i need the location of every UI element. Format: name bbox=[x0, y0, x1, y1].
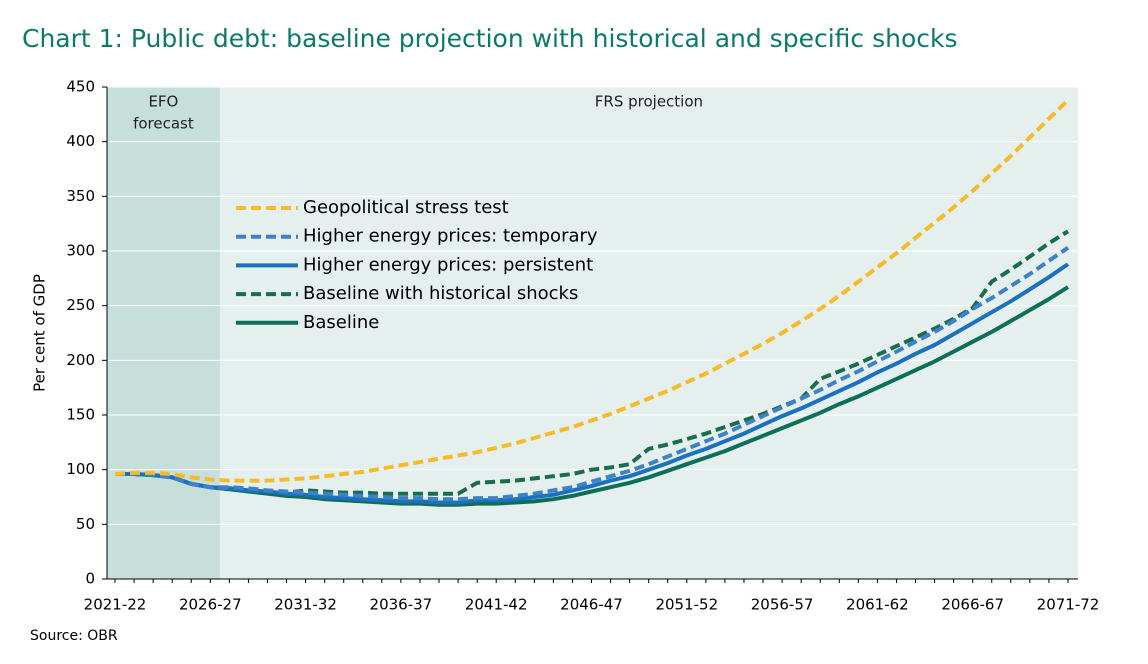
x-tick-label: 2066-67 bbox=[941, 596, 1004, 614]
y-tick-label: 150 bbox=[66, 406, 95, 424]
y-tick-label: 450 bbox=[66, 78, 95, 96]
y-tick-label: 350 bbox=[66, 187, 95, 205]
y-tick-label: 300 bbox=[66, 242, 95, 260]
y-tick-label: 200 bbox=[66, 351, 95, 369]
x-tick-label: 2071-72 bbox=[1037, 596, 1100, 614]
legend-label: Geopolitical stress test bbox=[303, 197, 509, 218]
forecast-shade bbox=[107, 87, 220, 579]
series-line bbox=[115, 246, 1070, 502]
y-tick-label: 50 bbox=[76, 515, 95, 533]
series-line bbox=[115, 229, 1070, 496]
x-tick-label: 2041-42 bbox=[465, 596, 528, 614]
legend-label: Higher energy prices: temporary bbox=[303, 226, 598, 247]
y-tick-label: 250 bbox=[66, 296, 95, 314]
series-line bbox=[115, 262, 1070, 505]
region-label: EFO bbox=[148, 93, 178, 111]
series-line bbox=[115, 285, 1070, 507]
x-tick-label: 2056-57 bbox=[751, 596, 814, 614]
chart-title: Chart 1: Public debt: baseline projectio… bbox=[22, 24, 958, 53]
region-label: FRS projection bbox=[595, 93, 703, 111]
x-tick-label: 2026-27 bbox=[179, 596, 242, 614]
legend-label: Higher energy prices: persistent bbox=[303, 254, 593, 275]
x-tick-label: 2036-37 bbox=[370, 596, 433, 614]
legend-label: Baseline with historical shocks bbox=[303, 283, 578, 304]
legend-label: Baseline bbox=[303, 312, 379, 333]
plot-background bbox=[107, 87, 1078, 579]
y-tick-label: 100 bbox=[66, 460, 95, 478]
series-line bbox=[114, 98, 1070, 483]
x-tick-label: 2046-47 bbox=[560, 596, 623, 614]
y-tick-label: 0 bbox=[85, 570, 95, 588]
y-tick-label: 400 bbox=[66, 132, 95, 150]
x-tick-label: 2061-62 bbox=[846, 596, 909, 614]
source-note: Source: OBR bbox=[30, 628, 118, 644]
x-tick-label: 2051-52 bbox=[655, 596, 718, 614]
x-tick-label: 2021-22 bbox=[84, 596, 147, 614]
y-axis-label: Per cent of GDP bbox=[31, 274, 49, 392]
region-label: forecast bbox=[133, 115, 194, 133]
x-tick-label: 2031-32 bbox=[274, 596, 337, 614]
